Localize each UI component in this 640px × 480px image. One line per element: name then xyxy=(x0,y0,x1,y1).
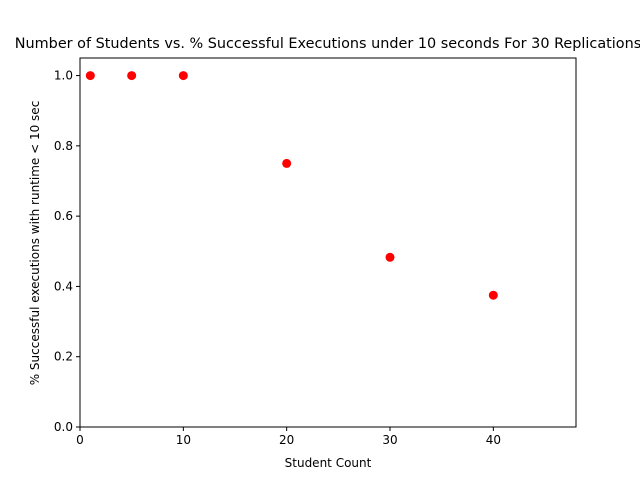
data-point xyxy=(385,252,395,262)
data-point xyxy=(85,71,95,81)
y-axis-label: % Successful executions with runtime < 1… xyxy=(28,101,42,386)
x-axis-label: Student Count xyxy=(285,456,372,470)
y-tick-label: 0.8 xyxy=(54,139,73,153)
y-tick-label: 0.4 xyxy=(54,279,73,293)
x-tick-label: 40 xyxy=(486,433,501,447)
data-point xyxy=(282,158,292,168)
chart-title: Number of Students vs. % Successful Exec… xyxy=(15,36,640,52)
y-tick-label: 0.0 xyxy=(54,420,73,434)
plot-area: 0 10 20 30 40 0.0 0.2 0.4 0.6 0.8 1.0 xyxy=(54,57,577,447)
axes-frame xyxy=(79,57,577,428)
data-point xyxy=(488,290,498,300)
data-point xyxy=(178,71,188,81)
x-tick-label: 10 xyxy=(176,433,191,447)
x-tick-label: 20 xyxy=(279,433,294,447)
y-tick-label: 0.2 xyxy=(54,350,73,364)
x-tick-label: 30 xyxy=(382,433,397,447)
y-tick-label: 0.6 xyxy=(54,209,73,223)
x-tick-label: 0 xyxy=(76,433,84,447)
y-tick-label: 1.0 xyxy=(54,69,73,83)
data-point xyxy=(127,71,137,81)
